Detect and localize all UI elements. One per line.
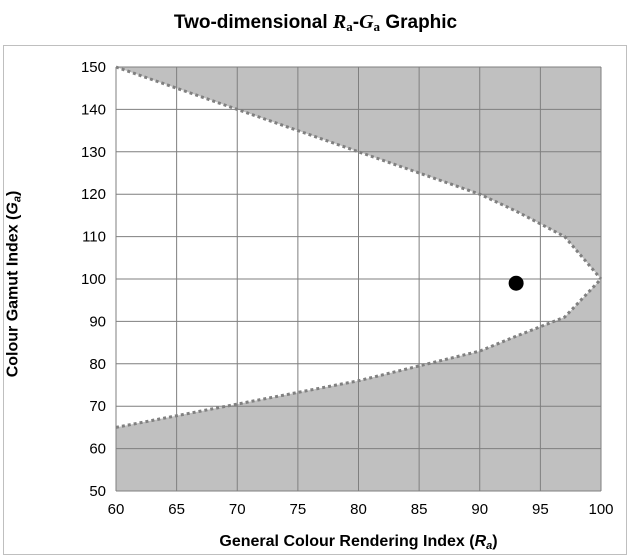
- x-axis-label: General Colour Rendering Index (Ra): [116, 533, 601, 552]
- y-tick-label: 80: [89, 356, 106, 373]
- y-tick-label: 120: [81, 186, 106, 203]
- y-tick-label: 70: [89, 398, 106, 415]
- x-tick-label: 95: [532, 501, 549, 518]
- y-tick-label: 100: [81, 271, 106, 288]
- data-point: [508, 275, 524, 291]
- y-axis-label-symbol: Ga: [4, 196, 24, 215]
- y-axis-label-text: Colour Gamut Index (: [4, 214, 22, 378]
- x-axis-label-symbol: Ra: [474, 533, 493, 552]
- data-points: [508, 275, 524, 291]
- title-subscript-a1: a: [346, 19, 353, 34]
- x-tick-label: 90: [471, 501, 488, 518]
- y-tick-label: 50: [89, 483, 106, 500]
- title-symbol-g: Ga: [359, 11, 381, 34]
- grid-lines: [115, 66, 602, 492]
- y-tick-label: 90: [89, 313, 106, 330]
- title-suffix: Graphic: [380, 12, 458, 33]
- x-tick-label: 85: [411, 501, 428, 518]
- y-tick-label: 110: [82, 229, 106, 246]
- chart-title: Two-dimensional Ra-Ga Graphic: [0, 6, 631, 38]
- x-tick-label: 80: [350, 501, 367, 518]
- tick-labels: 60 65 70 75 80 85 90 95 100506070809010011012013…: [81, 59, 614, 518]
- chart-border: [3, 45, 627, 555]
- title-prefix: Two-dimensional: [173, 12, 333, 33]
- upper-boundary-line: [115, 65, 603, 280]
- x-axis-label-text: General Colour Rendering Index (: [219, 533, 475, 550]
- y-tick-label: 130: [81, 144, 106, 161]
- x-tick-label: 75: [290, 501, 307, 518]
- lower-boundary-line: [115, 277, 603, 429]
- x-tick-label: 60: [108, 501, 125, 518]
- y-tick-label: 150: [81, 59, 106, 76]
- title-symbol-r: Ra: [332, 11, 353, 34]
- y-axis-label-close: ): [4, 190, 22, 197]
- x-axis-label-close: ): [492, 533, 498, 550]
- boundary-lines: [115, 65, 603, 429]
- x-tick-label: 100: [588, 501, 613, 518]
- y-tick-label: 140: [81, 101, 106, 118]
- title-separator: -: [352, 12, 360, 33]
- x-tick-label: 65: [168, 501, 185, 518]
- title-subscript-a2: a: [373, 19, 381, 34]
- x-tick-label: 70: [229, 501, 246, 518]
- y-tick-label: 60: [89, 441, 106, 458]
